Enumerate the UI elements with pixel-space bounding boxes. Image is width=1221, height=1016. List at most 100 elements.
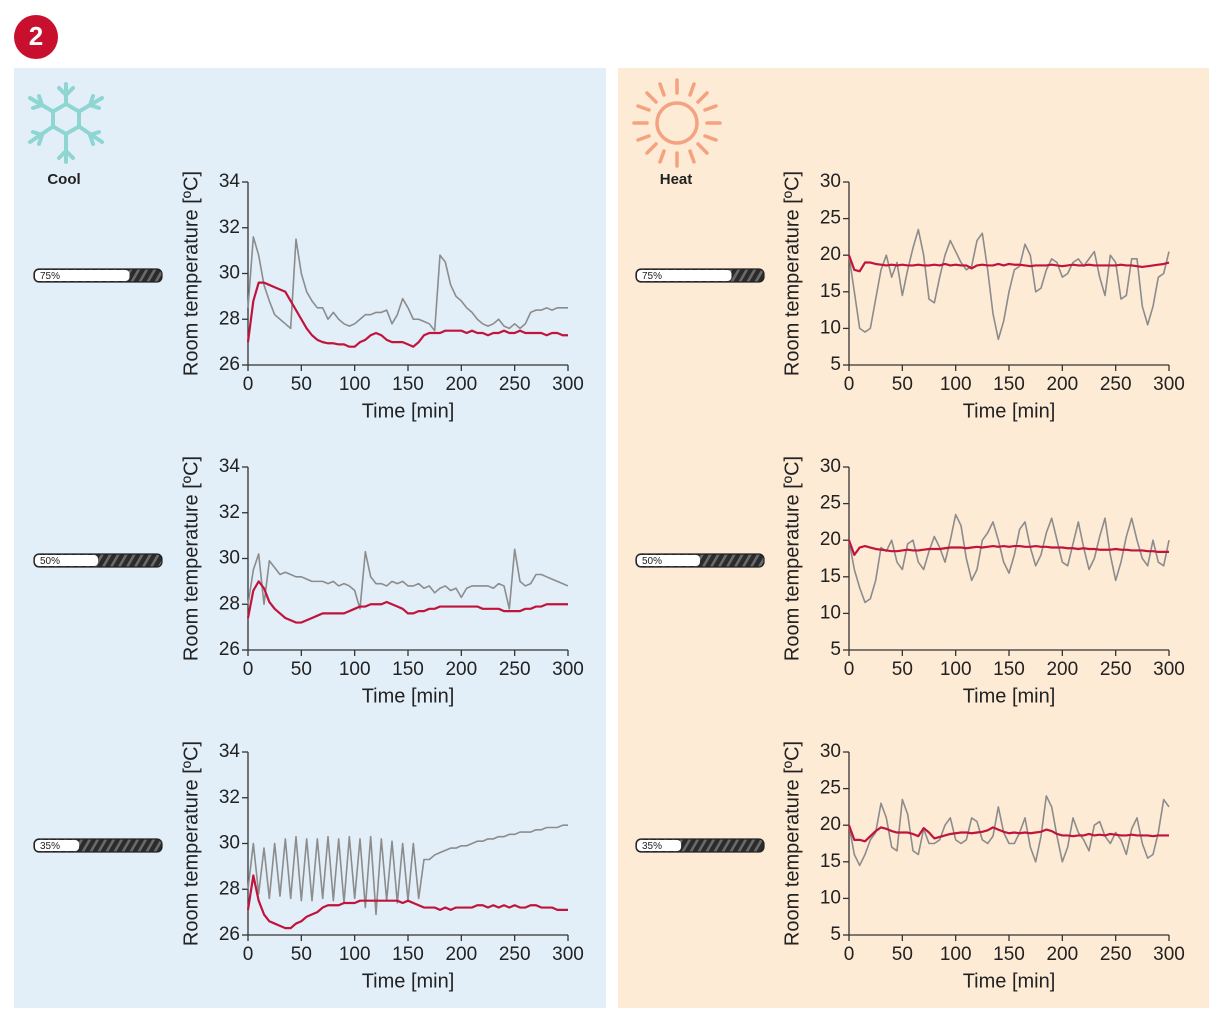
sun-icon — [632, 78, 722, 168]
x-tick-label: 300 — [552, 659, 584, 680]
battery-label: 35% — [642, 841, 662, 852]
battery-level — [637, 555, 700, 566]
x-tick-label: 300 — [552, 374, 584, 395]
y-tick-label: 32 — [219, 787, 240, 808]
y-tick-label: 26 — [219, 639, 240, 660]
y-tick-label: 32 — [219, 502, 240, 523]
y-tick-label: 30 — [219, 263, 240, 284]
x-tick-label: 0 — [243, 374, 254, 395]
y-axis-title: Room temperature [ºC] — [781, 456, 803, 661]
battery-level — [35, 840, 80, 851]
y-tick-label: 15 — [820, 281, 841, 302]
data-line — [246, 281, 568, 348]
x-tick-label: 200 — [445, 944, 477, 965]
x-tick-label: 150 — [993, 944, 1025, 965]
battery-label: 35% — [40, 841, 60, 852]
data-line — [847, 254, 1170, 273]
y-tick-label: 30 — [219, 833, 240, 854]
data-line — [246, 874, 568, 930]
data-line — [848, 795, 1170, 867]
x-tick-label: 250 — [499, 374, 531, 395]
y-tick-label: 28 — [219, 593, 240, 614]
x-tick-label: 0 — [844, 374, 855, 395]
data-line — [848, 513, 1170, 604]
y-tick-label: 5 — [830, 924, 841, 945]
y-tick-label: 25 — [820, 493, 841, 514]
y-axis-title: Room temperature [ºC] — [180, 171, 202, 376]
battery-level — [35, 555, 98, 566]
x-axis-title: Time [min] — [963, 970, 1056, 992]
y-tick-label: 34 — [219, 456, 241, 477]
x-tick-label: 100 — [339, 659, 371, 680]
y-tick-label: 20 — [820, 244, 841, 265]
snowflake-icon — [28, 82, 104, 164]
y-tick-label: 25 — [820, 778, 841, 799]
heat-panel — [618, 68, 1209, 1008]
y-tick-label: 10 — [820, 887, 841, 908]
figure-badge — [14, 15, 58, 59]
panel-label: Heat — [660, 171, 693, 188]
data-line — [848, 228, 1170, 341]
battery-label: 75% — [40, 271, 60, 282]
x-tick-label: 50 — [892, 944, 913, 965]
x-tick-label: 50 — [892, 659, 913, 680]
y-axis-title: Room temperature [ºC] — [180, 741, 202, 946]
x-tick-label: 300 — [1153, 659, 1185, 680]
data-line — [246, 580, 568, 624]
y-tick-label: 15 — [820, 851, 841, 872]
y-tick-label: 34 — [219, 171, 241, 192]
x-tick-label: 200 — [445, 659, 477, 680]
panel-label: Cool — [47, 171, 80, 188]
x-tick-label: 250 — [1100, 659, 1132, 680]
x-axis-title: Time [min] — [362, 400, 455, 422]
y-tick-label: 30 — [820, 456, 841, 477]
battery-level — [637, 270, 732, 281]
y-axis-title: Room temperature [ºC] — [781, 741, 803, 946]
x-tick-label: 250 — [1100, 374, 1132, 395]
x-tick-label: 50 — [291, 944, 312, 965]
battery-level — [35, 270, 130, 281]
x-tick-label: 50 — [291, 659, 312, 680]
x-axis-title: Time [min] — [963, 400, 1056, 422]
y-axis-title: Room temperature [ºC] — [781, 171, 803, 376]
battery-label: 75% — [642, 271, 662, 282]
y-tick-label: 10 — [820, 602, 841, 623]
x-tick-label: 150 — [392, 944, 424, 965]
y-tick-label: 34 — [219, 741, 241, 762]
x-tick-label: 300 — [1153, 944, 1185, 965]
y-tick-label: 15 — [820, 566, 841, 587]
x-tick-label: 200 — [1046, 659, 1078, 680]
x-tick-label: 0 — [844, 944, 855, 965]
x-tick-label: 200 — [1046, 944, 1078, 965]
y-tick-label: 5 — [830, 354, 841, 375]
y-tick-label: 30 — [820, 741, 841, 762]
cool-panel — [14, 68, 606, 1008]
x-tick-label: 0 — [243, 944, 254, 965]
data-line — [847, 539, 1169, 556]
x-tick-label: 100 — [339, 374, 371, 395]
y-tick-label: 10 — [820, 317, 841, 338]
x-tick-label: 250 — [499, 944, 531, 965]
y-tick-label: 26 — [219, 924, 240, 945]
x-axis-title: Time [min] — [963, 685, 1056, 707]
x-tick-label: 50 — [892, 374, 913, 395]
y-tick-label: 30 — [219, 548, 240, 569]
x-tick-label: 150 — [993, 659, 1025, 680]
y-tick-label: 30 — [820, 171, 841, 192]
x-tick-label: 200 — [1046, 374, 1078, 395]
y-tick-label: 5 — [830, 639, 841, 660]
x-tick-label: 150 — [993, 374, 1025, 395]
y-tick-label: 20 — [820, 814, 841, 835]
x-tick-label: 300 — [1153, 374, 1185, 395]
x-tick-label: 300 — [552, 944, 584, 965]
x-tick-label: 0 — [243, 659, 254, 680]
x-tick-label: 100 — [940, 374, 972, 395]
x-tick-label: 150 — [392, 374, 424, 395]
x-tick-label: 250 — [499, 659, 531, 680]
y-tick-label: 28 — [219, 878, 240, 899]
figure-label: 2 — [29, 21, 43, 51]
y-axis-title: Room temperature [ºC] — [180, 456, 202, 661]
data-line — [247, 548, 569, 610]
battery-level — [637, 840, 682, 851]
